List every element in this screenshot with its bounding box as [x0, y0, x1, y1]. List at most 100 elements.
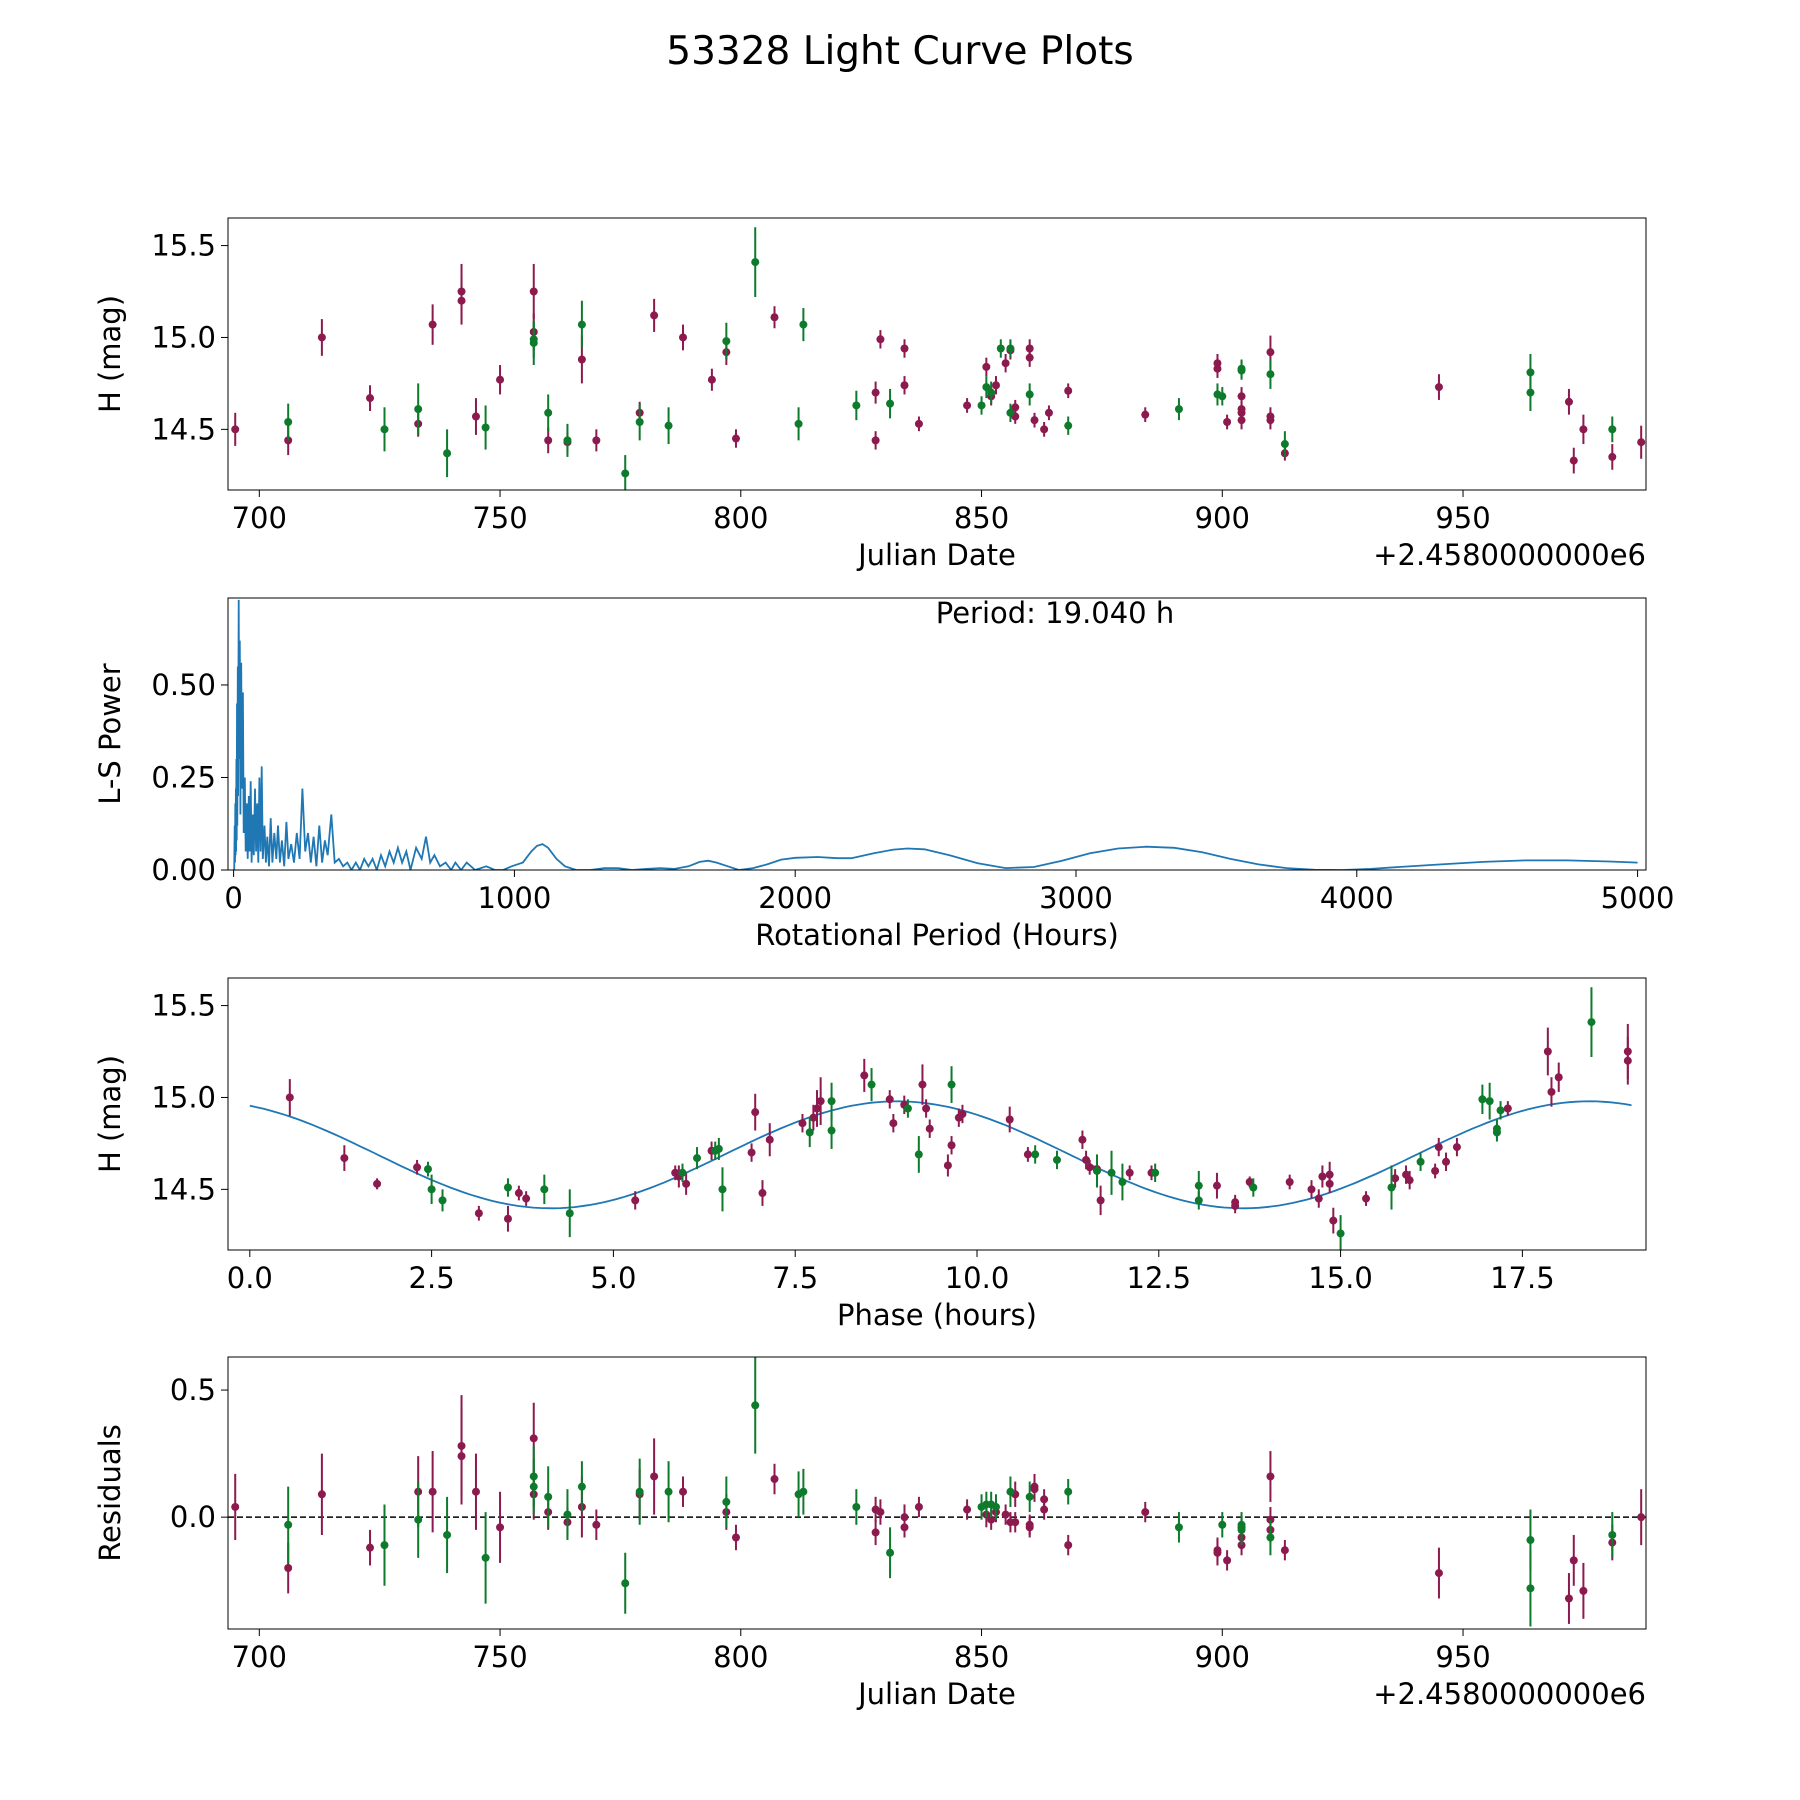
- band-a-data-point: [529, 287, 538, 296]
- band-b-data-point: [1031, 1150, 1040, 1159]
- y-axis-label: L-S Power: [93, 663, 127, 804]
- plot-area: [231, 227, 1646, 490]
- x-tick-label: 2000: [758, 881, 832, 915]
- band-b-data-point: [1107, 1168, 1116, 1177]
- band-b-data-point: [1006, 1487, 1015, 1496]
- y-tick-label: 0.25: [151, 760, 216, 794]
- band-a-data-point: [1623, 1056, 1632, 1065]
- band-a-data-point: [650, 311, 659, 320]
- band-b-data-point: [1336, 1229, 1345, 1238]
- band-b-data-point: [1218, 392, 1227, 401]
- band-a-data-point: [914, 1502, 923, 1511]
- band-a-data-point: [592, 436, 601, 445]
- band-b-data-point: [503, 1183, 512, 1192]
- band-b-data-point: [414, 1515, 423, 1524]
- band-a-data-point: [1280, 1546, 1289, 1555]
- plot-frame: [227, 597, 1647, 871]
- band-b-data-point: [664, 1487, 673, 1496]
- band-a-data-point: [1569, 1556, 1578, 1565]
- band-a-data-point: [1434, 1569, 1443, 1578]
- band-b-data-point: [1416, 1157, 1425, 1166]
- band-a-data-point: [900, 381, 909, 390]
- band-a-data-point: [1044, 408, 1053, 417]
- band-a-data-point: [650, 1472, 659, 1481]
- band-b-data-point: [722, 337, 731, 346]
- band-b-data-point: [1587, 1018, 1596, 1027]
- band-a-data-point: [1266, 348, 1275, 357]
- band-a-data-point: [1025, 1520, 1034, 1529]
- band-b-data-point: [481, 423, 490, 432]
- band-b-data-point: [914, 1150, 923, 1159]
- band-b-data-point: [886, 399, 895, 408]
- band-b-data-point: [1118, 1178, 1127, 1186]
- band-b-data-point: [635, 1487, 644, 1496]
- x-tick-label: 1000: [478, 881, 552, 915]
- band-b-data-point: [794, 419, 803, 428]
- band-a-data-point: [1564, 1594, 1573, 1603]
- x-tick-label: 750: [472, 501, 527, 535]
- band-b-data-point: [867, 1080, 876, 1089]
- x-tick-label: 15.0: [1308, 1261, 1373, 1295]
- band-a-data-point: [1231, 1198, 1240, 1207]
- band-a-data-point: [876, 335, 885, 344]
- band-a-data-point: [1608, 452, 1617, 461]
- band-a-data-point: [471, 412, 480, 421]
- band-a-data-point: [503, 1214, 512, 1223]
- y-axis-label: Residuals: [93, 1424, 127, 1562]
- band-a-data-point: [1096, 1196, 1105, 1205]
- band-a-data-point: [1005, 1115, 1014, 1124]
- band-b-data-point: [1174, 1523, 1183, 1532]
- figure-title: 53328 Light Curve Plots: [666, 29, 1133, 74]
- band-a-data-point: [428, 320, 437, 329]
- y-tick-label: 0.00: [151, 853, 216, 887]
- band-a-data-point: [871, 1528, 880, 1537]
- band-b-data-point: [947, 1080, 956, 1089]
- band-a-data-point: [747, 1148, 756, 1157]
- band-a-data-point: [900, 344, 909, 353]
- band-a-data-point: [958, 1110, 967, 1118]
- band-b-data-point: [1151, 1168, 1160, 1177]
- band-a-data-point: [809, 1113, 818, 1122]
- band-a-data-point: [751, 1108, 760, 1117]
- periodogram-line: [233, 599, 1638, 870]
- band-a-data-point: [366, 1543, 375, 1552]
- band-a-data-point: [1503, 1104, 1512, 1113]
- band-b-data-point: [380, 425, 389, 434]
- band-a-data-point: [1434, 383, 1443, 392]
- band-b-data-point: [1194, 1181, 1203, 1190]
- band-a-data-point: [943, 1161, 952, 1170]
- band-a-data-point: [889, 1119, 898, 1128]
- band-b-data-point: [1526, 368, 1535, 377]
- band-b-data-point: [1237, 366, 1246, 375]
- band-a-data-point: [1637, 438, 1646, 447]
- panel-light-curve: 700 750 800 850 900 950 14.5 15.0 15.5 Julian Dat…: [93, 217, 1647, 572]
- band-b-data-point: [678, 1168, 687, 1177]
- x-tick-label: 2.5: [409, 1261, 455, 1295]
- band-a-data-point: [1325, 1179, 1334, 1188]
- x-tick-label: 950: [1435, 1640, 1490, 1674]
- plot-frame: [227, 977, 1647, 1251]
- band-a-data-point: [1040, 425, 1049, 434]
- x-tick-label: 900: [1195, 501, 1250, 535]
- band-b-data-point: [1280, 440, 1289, 449]
- band-b-data-point: [1092, 1166, 1101, 1175]
- band-b-data-point: [827, 1097, 836, 1106]
- band-a-data-point: [522, 1194, 531, 1203]
- band-a-data-point: [1266, 1472, 1275, 1481]
- x-tick-label: 800: [713, 501, 768, 535]
- band-a-data-point: [1314, 1194, 1323, 1203]
- band-a-data-point: [1078, 1135, 1087, 1144]
- band-b-data-point: [414, 405, 423, 414]
- band-a-data-point: [758, 1189, 767, 1198]
- band-a-data-point: [1213, 359, 1222, 368]
- band-a-data-point: [1082, 1155, 1091, 1164]
- band-b-data-point: [1485, 1097, 1494, 1106]
- panel-phased-curve: 0.0 2.5 5.0 7.5 10.0 12.5 15.0 17.5 14.5 15.0 15.5…: [93, 977, 1647, 1332]
- band-b-data-point: [751, 1401, 760, 1410]
- band-a-data-point: [1011, 403, 1020, 412]
- band-b-data-point: [284, 1520, 293, 1529]
- band-b-data-point: [987, 388, 996, 397]
- band-a-data-point: [1405, 1176, 1414, 1185]
- model-fit-curve: [249, 1100, 1632, 1210]
- band-b-data-point: [565, 1209, 574, 1218]
